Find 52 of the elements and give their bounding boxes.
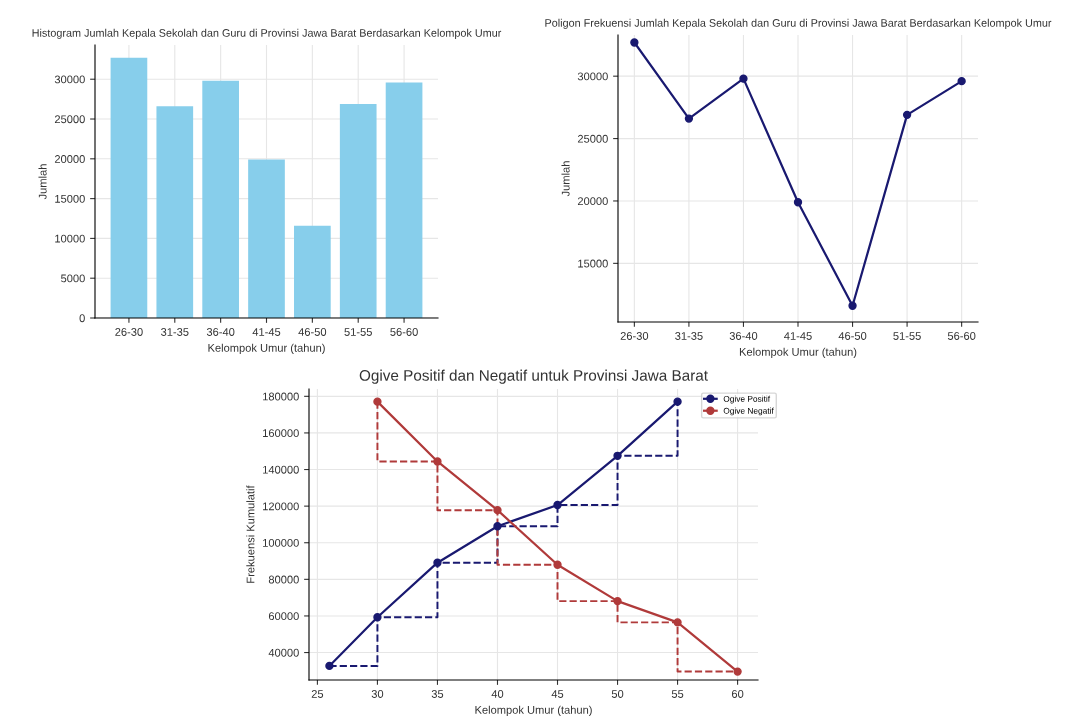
chart-title: Ogive Positif dan Negatif untuk Provinsi Jawa Barat bbox=[359, 369, 708, 384]
y-tick-label: 15000 bbox=[55, 194, 85, 203]
x-tick-label: 60 bbox=[731, 690, 744, 698]
y-tick-label: 0 bbox=[79, 314, 85, 323]
y-tick-label: 80000 bbox=[268, 575, 299, 584]
x-tick-label: 51-55 bbox=[893, 332, 921, 340]
y-tick-label: 15000 bbox=[578, 259, 608, 268]
x-tick-label: 36-40 bbox=[729, 332, 758, 340]
x-tick-label: 30 bbox=[371, 690, 384, 698]
y-tick-label: 180000 bbox=[263, 392, 299, 401]
x-tick-label: 26-30 bbox=[620, 332, 649, 340]
y-tick-label: 100000 bbox=[263, 539, 299, 547]
x-tick-label: 45 bbox=[551, 690, 564, 698]
y-tick-label: 160000 bbox=[263, 429, 299, 438]
legend-label: Ogive Positif bbox=[723, 395, 771, 404]
x-tick-label: 46-50 bbox=[298, 328, 327, 336]
x-tick-label: 40 bbox=[491, 690, 504, 698]
y-tick-label: 20000 bbox=[577, 197, 608, 206]
x-tick-label: 41-45 bbox=[784, 332, 812, 340]
x-tick-label: 56-60 bbox=[390, 328, 418, 336]
y-tick-label: 30000 bbox=[54, 75, 85, 84]
x-tick-label: 36-40 bbox=[206, 328, 235, 336]
x-tick-label: 56-60 bbox=[947, 332, 976, 340]
x-tick-label: 31-35 bbox=[675, 332, 703, 340]
y-tick-label: 120000 bbox=[263, 502, 299, 511]
x-tick-label: 51-55 bbox=[344, 328, 372, 336]
y-tick-label: 40000 bbox=[268, 648, 299, 657]
y-axis-title: Jumlah bbox=[561, 161, 570, 197]
x-tick-label: 25 bbox=[311, 690, 324, 698]
x-tick-label: 35 bbox=[431, 690, 444, 698]
y-axis-title: Jumlah bbox=[38, 164, 47, 200]
y-tick-label: 25000 bbox=[54, 115, 85, 124]
x-tick-label: 41-45 bbox=[252, 328, 281, 336]
y-tick-label: 10000 bbox=[55, 234, 85, 243]
y-tick-label: 140000 bbox=[263, 465, 299, 474]
x-tick-label: 50 bbox=[611, 690, 624, 698]
x-tick-label: 46-50 bbox=[838, 332, 867, 340]
y-axis-title: Frekuensi Kumulatif bbox=[246, 485, 255, 583]
y-tick-label: 25000 bbox=[577, 134, 608, 143]
chart-title: Poligon Frekuensi Jumlah Kepala Sekolah dan Guru di Provinsi Jawa Barat Berdasarkan Kelompok Umur bbox=[545, 18, 1052, 29]
x-tick-label: 55 bbox=[671, 690, 684, 698]
x-tick-label: 31-35 bbox=[161, 328, 189, 336]
y-tick-label: 5000 bbox=[61, 274, 85, 283]
x-tick-label: 26-30 bbox=[115, 328, 143, 336]
x-axis-title: Kelompok Umur (tahun) bbox=[208, 343, 325, 354]
x-axis-title: Kelompok Umur (tahun) bbox=[739, 347, 857, 358]
y-tick-label: 20000 bbox=[54, 155, 85, 163]
legend-label: Ogive Negatif bbox=[723, 407, 774, 416]
y-tick-label: 60000 bbox=[268, 612, 299, 621]
x-axis-title: Kelompok Umur (tahun) bbox=[475, 705, 592, 716]
chart-title: Histogram Jumlah Kepala Sekolah dan Guru di Provinsi Jawa Barat Berdasarkan Kelompok Umur bbox=[32, 28, 502, 39]
y-tick-label: 30000 bbox=[577, 72, 608, 81]
